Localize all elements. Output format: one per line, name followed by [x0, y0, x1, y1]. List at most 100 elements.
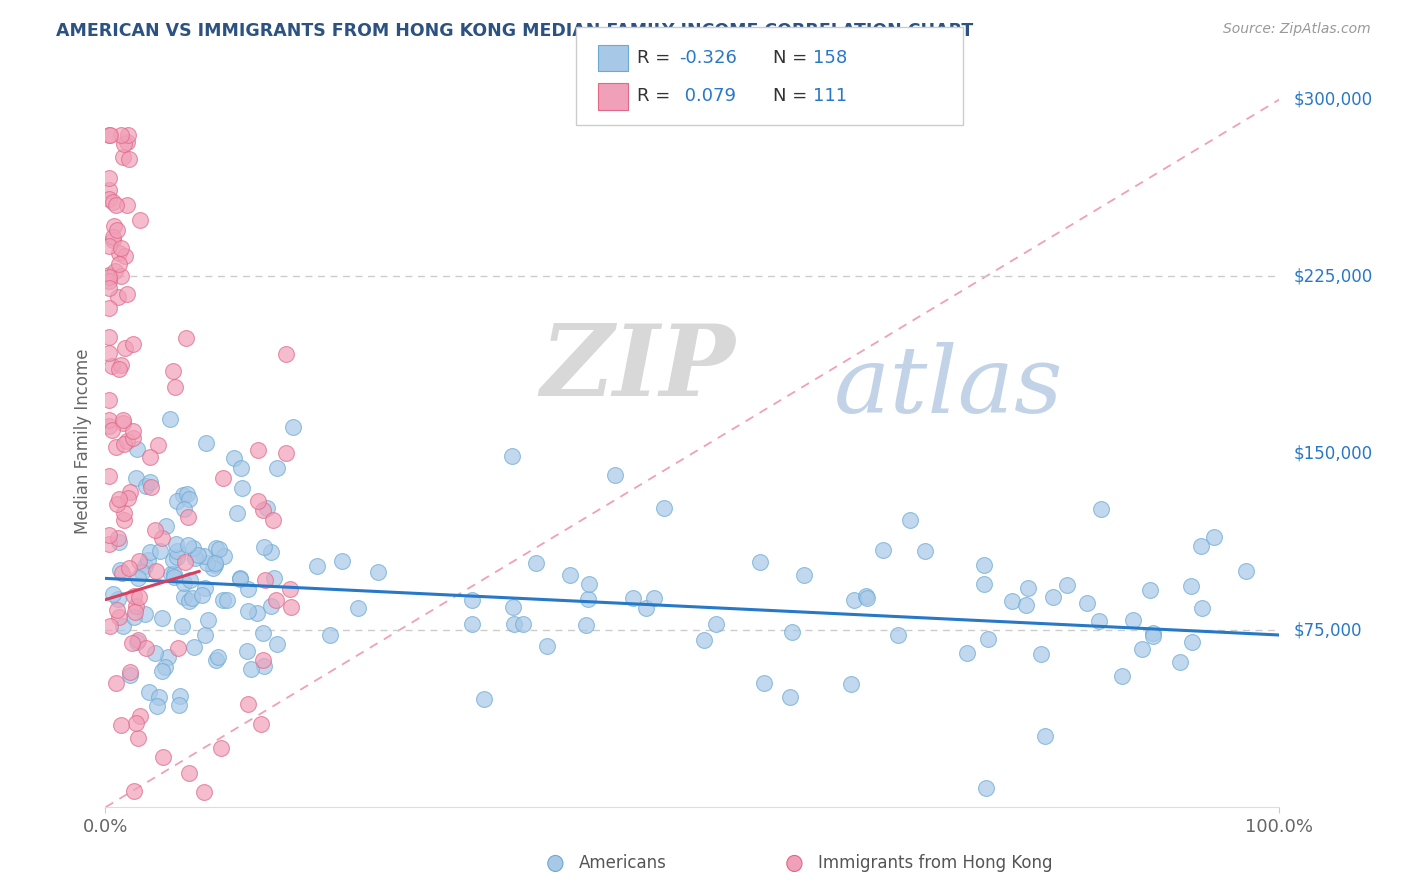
Point — [560, 568, 582, 582]
Point — [472, 691, 495, 706]
Point — [187, 548, 209, 562]
Point — [246, 606, 269, 620]
Point — [266, 593, 288, 607]
Point — [112, 513, 135, 527]
Point — [1056, 578, 1078, 592]
Point — [209, 740, 232, 755]
Point — [117, 287, 139, 301]
Point — [134, 558, 156, 573]
Point — [98, 392, 121, 407]
Point — [1033, 729, 1056, 743]
Text: Americans: Americans — [579, 855, 666, 872]
Point — [117, 491, 139, 505]
Point — [120, 485, 142, 500]
Point — [1122, 613, 1144, 627]
Point — [152, 531, 174, 545]
Point — [247, 443, 270, 458]
Point — [172, 619, 194, 633]
Point — [461, 592, 484, 607]
Text: R =: R = — [637, 49, 676, 67]
Point — [122, 337, 145, 351]
Point — [502, 600, 524, 615]
Point — [575, 618, 598, 632]
Point — [253, 573, 276, 587]
Point — [98, 128, 121, 142]
Point — [112, 436, 135, 450]
Point — [855, 591, 877, 605]
Point — [222, 450, 245, 465]
Point — [107, 491, 129, 506]
Point — [124, 610, 146, 624]
Point — [135, 640, 157, 655]
Point — [108, 610, 131, 624]
Point — [752, 676, 775, 690]
Point — [1191, 539, 1213, 553]
Point — [1130, 641, 1153, 656]
Point — [1234, 564, 1257, 578]
Point — [704, 616, 727, 631]
Point — [127, 442, 149, 456]
Point — [107, 531, 129, 545]
Point — [167, 641, 190, 656]
Point — [177, 491, 200, 506]
Point — [212, 471, 235, 485]
Point — [236, 644, 259, 658]
Text: $300,000: $300,000 — [1294, 90, 1372, 109]
Point — [141, 480, 163, 494]
Point — [779, 690, 801, 704]
Point — [173, 555, 195, 569]
Point — [524, 557, 547, 571]
Point — [146, 699, 169, 714]
Point — [1191, 600, 1213, 615]
Point — [956, 646, 979, 660]
Text: -0.326: -0.326 — [679, 49, 737, 67]
Point — [236, 697, 259, 711]
Point — [150, 664, 173, 678]
Point — [205, 652, 228, 666]
Point — [974, 781, 997, 796]
Point — [124, 599, 146, 613]
Point — [105, 603, 128, 617]
Point — [236, 582, 259, 597]
Point — [110, 359, 132, 373]
Point — [166, 550, 188, 565]
Point — [898, 513, 921, 527]
Point — [112, 506, 135, 520]
Point — [283, 420, 305, 434]
Text: R =: R = — [637, 87, 676, 105]
Point — [263, 571, 285, 585]
Point — [1181, 634, 1204, 648]
Point — [1031, 647, 1053, 661]
Point — [207, 542, 229, 557]
Point — [103, 219, 125, 233]
Point — [266, 637, 288, 651]
Point — [110, 128, 132, 142]
Point — [973, 577, 995, 591]
Point — [212, 592, 235, 607]
Point — [124, 605, 146, 619]
Text: Immigrants from Hong Kong: Immigrants from Hong Kong — [818, 855, 1053, 872]
Point — [128, 554, 150, 568]
Point — [127, 632, 149, 647]
Point — [274, 446, 297, 460]
Point — [1015, 598, 1038, 612]
Point — [252, 626, 274, 640]
Point — [101, 229, 124, 244]
Point — [166, 494, 188, 508]
Point — [748, 555, 770, 569]
Point — [1111, 669, 1133, 683]
Point — [576, 592, 599, 607]
Point — [131, 565, 153, 579]
Point — [98, 536, 121, 550]
Point — [236, 604, 259, 618]
Point — [1076, 596, 1098, 610]
Point — [108, 246, 131, 260]
Point — [169, 690, 191, 704]
Point — [103, 586, 125, 600]
Point — [139, 544, 162, 558]
Point — [124, 589, 146, 603]
Text: ZIP: ZIP — [540, 320, 735, 417]
Point — [855, 589, 877, 603]
Point — [122, 431, 145, 445]
Point — [1142, 626, 1164, 640]
